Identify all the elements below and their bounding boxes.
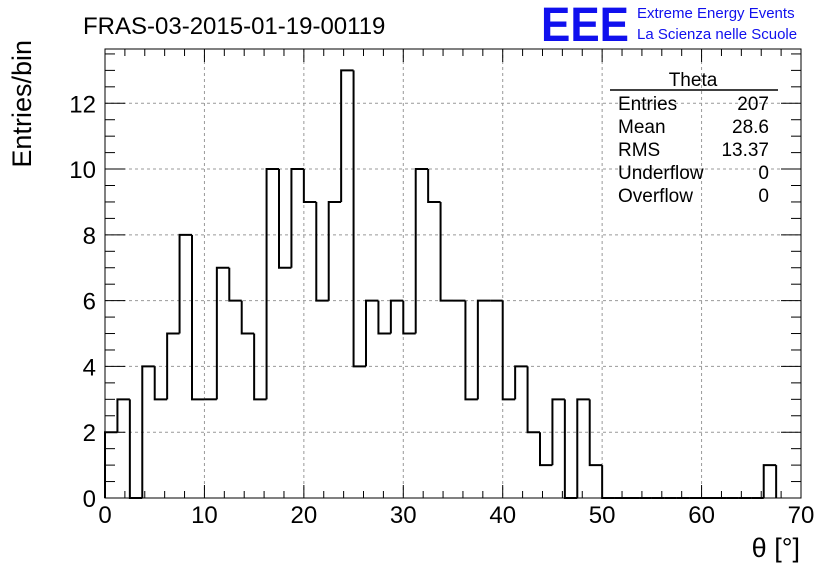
x-tick-label: 10	[191, 502, 218, 529]
histogram-bin	[427, 169, 441, 203]
logo-line-2: La Scienza nelle Scuole	[637, 26, 797, 43]
histogram-bin	[302, 169, 317, 203]
histogram-bin	[215, 266, 230, 400]
y-tick-label: 10	[69, 157, 96, 184]
axis-ticks	[104, 49, 802, 499]
x-tick-label: 70	[788, 502, 815, 529]
y-tick-label: 4	[83, 354, 96, 381]
histogram-series	[104, 69, 778, 499]
y-tick-label: 0	[83, 486, 96, 513]
histogram-bin	[191, 234, 205, 401]
x-tick-label: 20	[291, 502, 318, 529]
y-tick-label: 12	[69, 91, 96, 118]
y-tick-label: 8	[83, 223, 96, 250]
x-tick-label: 0	[98, 502, 111, 529]
stats-box: Theta Entries 207 Mean 28.6 RMS 13.37 Underflo…	[610, 70, 778, 207]
histogram-bin	[340, 69, 354, 202]
histogram-bin	[526, 366, 540, 434]
histogram-bin	[377, 300, 391, 335]
histogram-bin	[439, 201, 453, 302]
histogram-bin	[290, 168, 304, 268]
stats-row-label: RMS	[618, 140, 660, 161]
histogram-bin	[601, 465, 615, 499]
histogram-bin	[414, 168, 429, 334]
histogram-bin	[762, 464, 777, 498]
x-tick-label: 40	[489, 502, 516, 529]
histogram-bin	[402, 300, 416, 335]
stats-row-label: Entries	[618, 94, 677, 115]
histogram-bin	[141, 365, 155, 498]
logo-line-1: Extreme Energy Events	[637, 5, 795, 22]
histogram-bin	[539, 432, 553, 467]
histogram-bin	[563, 399, 578, 499]
run-title: FRAS-03-2015-01-19-00119	[83, 13, 385, 40]
stats-row-value: 13.37	[721, 140, 769, 161]
y-axis-label: Entries/bin	[7, 40, 37, 168]
stats-row-value: 28.6	[732, 117, 769, 138]
y-tick-label: 6	[83, 289, 96, 316]
stats-row-label: Mean	[618, 117, 666, 138]
stats-row-label: Underflow	[618, 163, 704, 184]
y-tick-label: 2	[83, 420, 96, 447]
tick-labels: 0 10 20 30 40 50 60 70 0 2 4 6 8 10 12	[69, 91, 814, 529]
plot-frame	[104, 48, 802, 499]
histogram-bin	[166, 332, 180, 400]
x-tick-label: 30	[390, 502, 417, 529]
histogram-bin	[240, 300, 255, 335]
histogram-bin	[116, 398, 130, 433]
histogram-bin	[464, 300, 478, 401]
stats-row-value: 0	[758, 163, 769, 184]
histogram-bin	[315, 201, 329, 302]
histogram-bin	[253, 333, 267, 401]
histogram-bin	[265, 168, 279, 400]
grid-lines	[105, 49, 801, 498]
histogram-bin	[327, 200, 342, 301]
stats-row-value: 207	[737, 94, 769, 115]
histogram-bin	[576, 398, 590, 498]
x-axis-label: θ [°]	[752, 533, 800, 563]
eee-logo: EEE	[541, 0, 629, 52]
histogram-bin	[178, 233, 192, 334]
histogram-bin	[128, 399, 143, 499]
histogram-bin	[352, 70, 366, 368]
histogram-bin	[365, 299, 379, 367]
histogram-bin	[228, 267, 242, 302]
stats-row-value: 0	[758, 186, 769, 207]
stats-row-label: Overflow	[618, 186, 693, 207]
histogram-bin	[514, 365, 528, 400]
histogram-bin	[153, 366, 168, 401]
histogram-bin	[501, 300, 516, 401]
x-tick-label: 50	[589, 502, 616, 529]
histogram-bin	[551, 398, 565, 466]
histogram-bin	[278, 169, 292, 269]
histogram-bin	[588, 399, 603, 467]
histogram-bin	[389, 299, 404, 334]
stats-title: Theta	[669, 70, 718, 91]
histogram-bin	[476, 299, 491, 400]
x-tick-label: 60	[688, 502, 715, 529]
stats-rows: Entries 207 Mean 28.6 RMS 13.37 Underflow 0 Over…	[618, 94, 769, 207]
